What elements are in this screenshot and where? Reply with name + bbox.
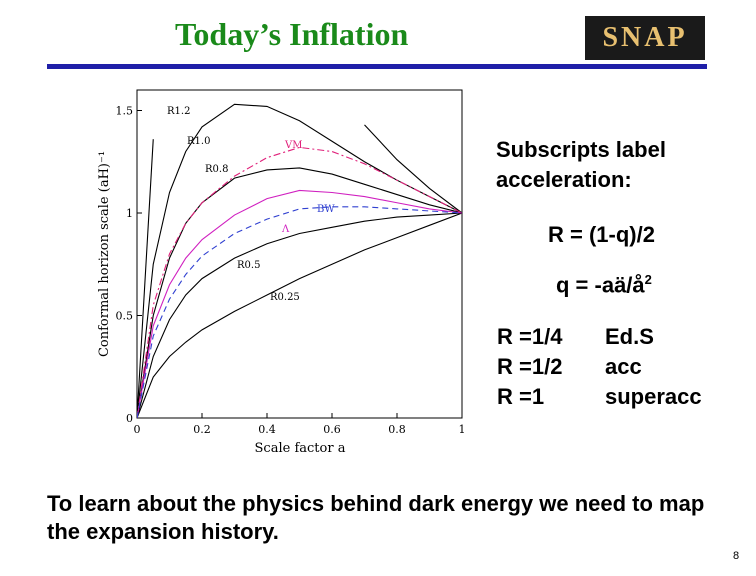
r-formula: R = (1-q)/2	[548, 222, 655, 247]
x-tick-label: 0.8	[388, 423, 406, 436]
logo: SNAP	[585, 16, 705, 60]
q-sup: 2	[644, 272, 652, 287]
r-table: R =1/4 Ed.S R =1/2 acc R =1 superacc	[497, 322, 702, 412]
curve-label: R1.2	[167, 106, 190, 117]
x-axis-label: Scale factor a	[255, 441, 346, 456]
y-tick-label: 1	[126, 207, 133, 220]
r-row: R =1 superacc	[497, 382, 702, 412]
curve	[137, 146, 462, 418]
r-row: R =1/2 acc	[497, 352, 702, 382]
curve-label: BW	[317, 204, 335, 215]
side-heading: Subscripts label acceleration:	[496, 137, 666, 192]
y-tick-label: 0.5	[116, 310, 134, 323]
x-tick-label: 0.6	[323, 423, 341, 436]
r-value: R =1/4	[497, 324, 563, 349]
x-tick-label: 0.2	[193, 423, 211, 436]
r-desc: acc	[605, 354, 642, 379]
curve-label: R1.0	[187, 136, 210, 147]
curve-label: R0.25	[270, 292, 300, 303]
x-tick-label: 0.4	[258, 423, 276, 436]
x-tick-label: 0	[134, 423, 141, 436]
r-desc: superacc	[605, 384, 702, 409]
curve	[137, 189, 462, 418]
curve	[137, 103, 462, 418]
curve	[137, 206, 462, 418]
x-tick-label: 1	[459, 423, 466, 436]
curve	[137, 212, 462, 418]
curve-label: Λ	[281, 224, 290, 235]
curve-label: R0.8	[205, 164, 228, 175]
plot-frame	[136, 89, 463, 419]
curve	[137, 212, 462, 418]
r-value: R =1/2	[497, 354, 563, 379]
curve	[137, 124, 462, 418]
curve-label: VM	[284, 140, 302, 151]
y-axis-label: Conformal horizon scale (aH)⁻¹	[97, 151, 112, 357]
slide-title: Today’s Inflation	[175, 16, 409, 52]
q-formula: q = -aä/å2	[556, 272, 652, 298]
page-number: 8	[733, 550, 740, 562]
curve	[137, 167, 462, 418]
r-desc: Ed.S	[605, 324, 654, 349]
q-text: q = -aä/å	[556, 272, 645, 298]
y-tick-label: 1.5	[116, 105, 134, 118]
r-value: R =1	[497, 384, 545, 409]
curve-label: R0.5	[237, 260, 260, 271]
y-tick-label: 0	[126, 412, 133, 425]
r-row: R =1/4 Ed.S	[497, 322, 702, 352]
title-rule	[47, 64, 707, 69]
footer-text: To learn about the physics behind dark e…	[47, 491, 705, 544]
